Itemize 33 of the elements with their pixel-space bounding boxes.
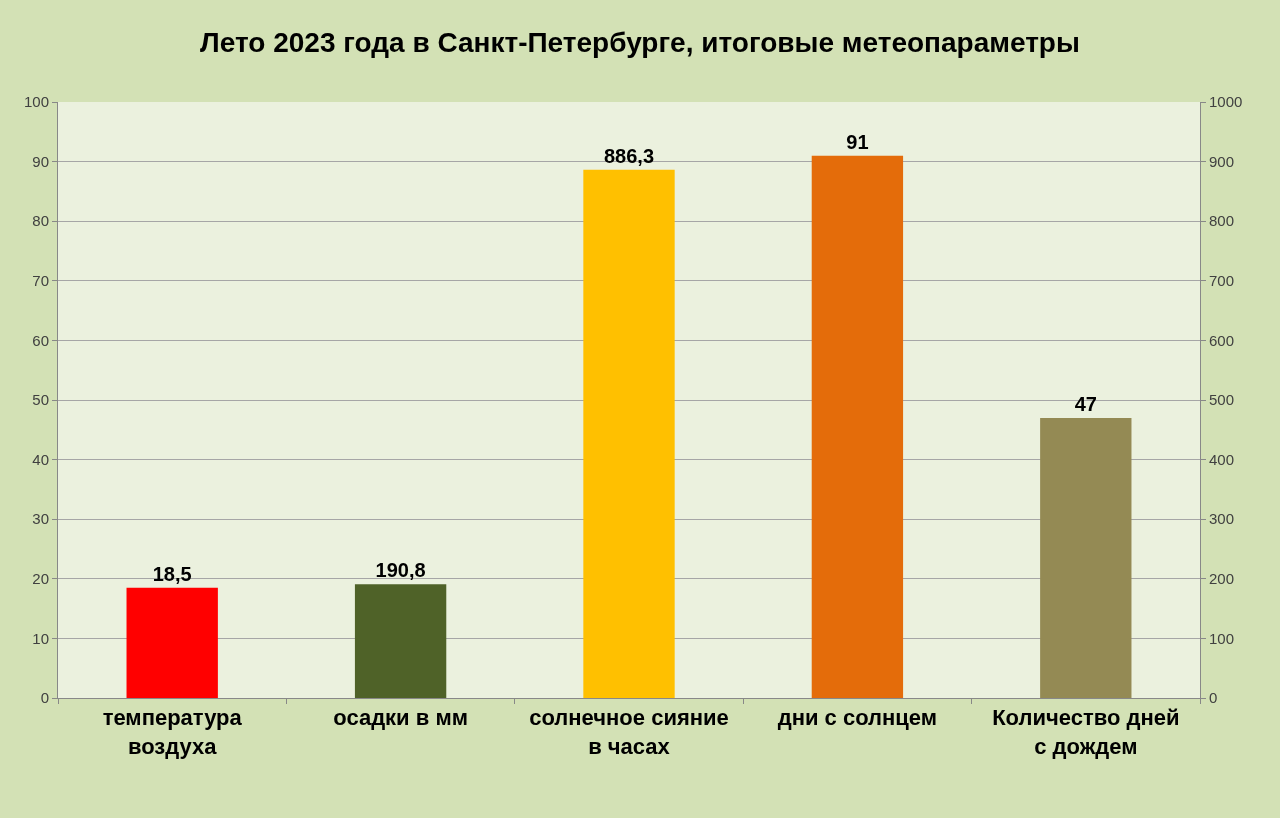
y-tick-label: 100 (23, 93, 49, 111)
data-label: 886,3 (603, 144, 655, 167)
y2-tick-label: 0 (1209, 689, 1218, 707)
x-tick-label: дни с солнцем (777, 705, 938, 731)
y2-tick-label: 500 (1209, 391, 1235, 409)
y-tick-label: 40 (32, 450, 49, 468)
y-tick-label: 0 (40, 689, 49, 707)
y2-tick-label: 100 (1209, 629, 1235, 647)
data-label: 91 (846, 130, 869, 153)
y2-tick-label: 1000 (1209, 93, 1243, 111)
y-tick-label: 10 (32, 629, 49, 647)
y2-tick-label: 900 (1209, 152, 1235, 170)
y2-tick-label: 600 (1209, 331, 1235, 349)
y-tick-label: 70 (32, 272, 49, 290)
y-tick-label: 80 (32, 212, 49, 230)
data-label: 47 (1074, 392, 1097, 415)
data-label: 18,5 (152, 562, 192, 585)
data-label: 190,8 (375, 559, 426, 582)
y2-tick-label: 800 (1209, 212, 1235, 230)
y2-tick-label: 400 (1209, 450, 1235, 468)
x-tick-label: осадки в мм (333, 705, 468, 731)
y2-tick-label: 200 (1209, 570, 1235, 588)
chart-title: Лето 2023 года в Санкт-Петербурге, итоговые метеопараметры (200, 27, 1080, 59)
x-tick-label: температура воздуха (102, 705, 243, 759)
y2-tick-label: 300 (1209, 510, 1235, 528)
y-tick-label: 90 (32, 152, 49, 170)
y-tick-label: 60 (32, 331, 49, 349)
y2-tick-label: 700 (1209, 272, 1235, 290)
x-tick-label: солнечное сияние в часах (529, 705, 729, 759)
y-tick-label: 50 (32, 391, 49, 409)
y-tick-label: 20 (32, 570, 49, 588)
x-tick-label: Количество дней с дождем (992, 705, 1180, 759)
y-tick-label: 30 (32, 510, 49, 528)
